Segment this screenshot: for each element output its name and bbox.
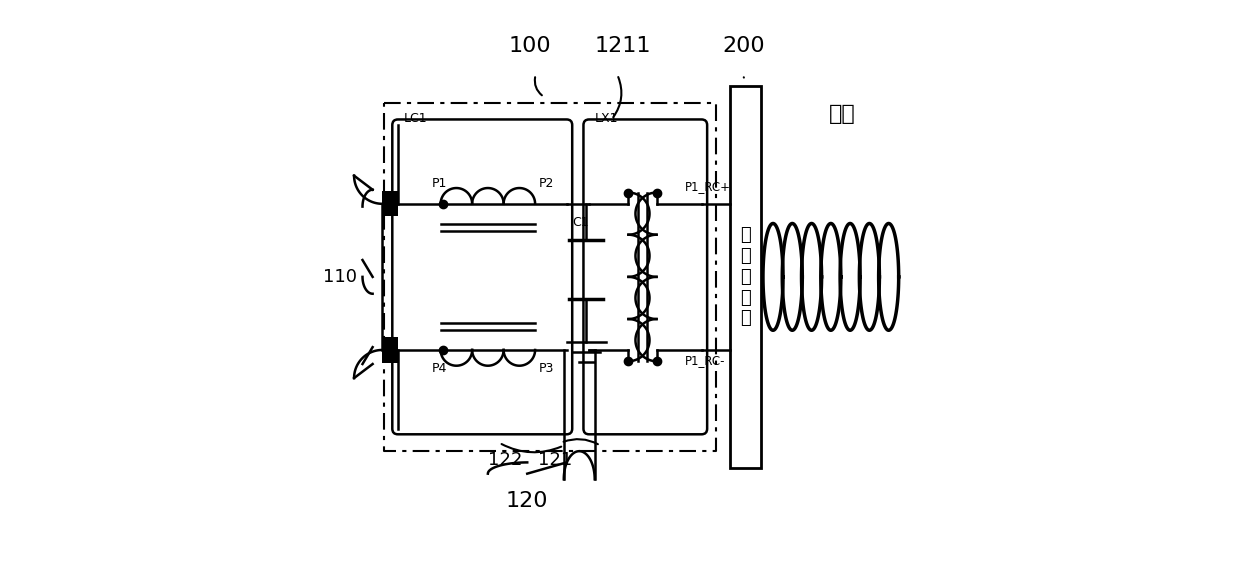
Text: 120: 120 [506, 492, 548, 511]
Text: 以
太
网
接
口: 以 太 网 接 口 [740, 226, 750, 328]
FancyBboxPatch shape [584, 119, 707, 434]
Text: 100: 100 [508, 36, 552, 56]
Text: P1_RC-: P1_RC- [684, 354, 725, 367]
Text: C1: C1 [572, 216, 589, 229]
FancyBboxPatch shape [392, 119, 572, 434]
Text: P3: P3 [538, 363, 554, 376]
Text: 网线: 网线 [828, 104, 856, 124]
Text: P2: P2 [538, 177, 554, 190]
Text: 122: 122 [487, 451, 522, 469]
Text: P1: P1 [432, 177, 448, 190]
Bar [729, 86, 760, 468]
Text: 200: 200 [723, 36, 765, 56]
Bar [382, 337, 398, 363]
Text: 1211: 1211 [594, 36, 651, 56]
Text: LC1: LC1 [403, 112, 427, 125]
Text: P1_RC+: P1_RC+ [684, 180, 730, 193]
Text: LX1: LX1 [595, 112, 619, 125]
Bar [382, 191, 398, 216]
Text: P4: P4 [432, 363, 448, 376]
Text: 110: 110 [322, 268, 357, 286]
Text: 121: 121 [538, 451, 573, 469]
